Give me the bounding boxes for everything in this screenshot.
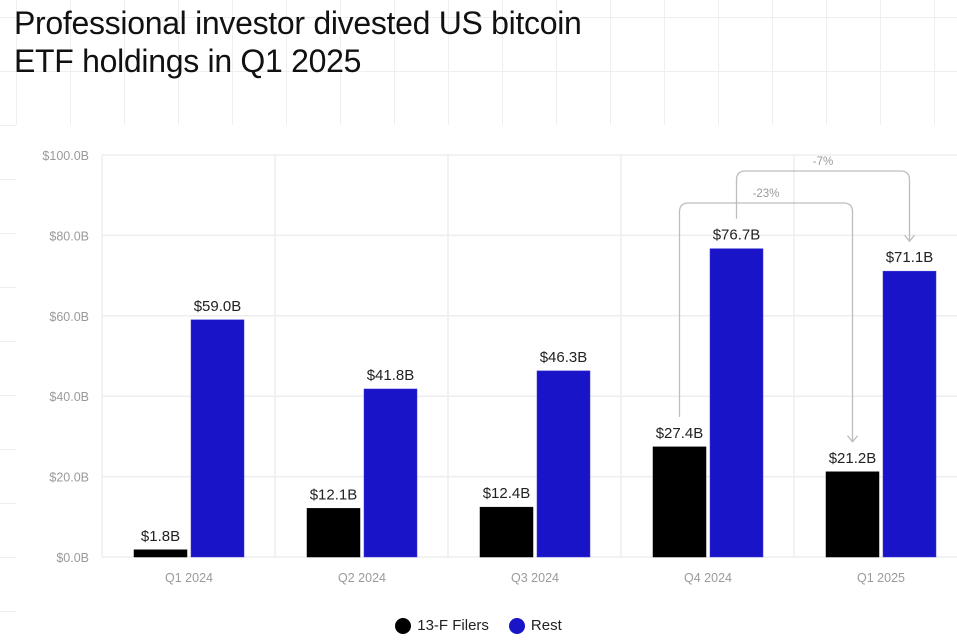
- bar-13f-filers: [479, 506, 534, 558]
- legend-item-13f-filers[interactable]: 13-F Filers: [395, 617, 489, 634]
- data-label: $41.8B: [367, 367, 415, 384]
- y-tick-label: $100.0B: [42, 149, 89, 163]
- legend-swatch-13f-filers: [395, 617, 412, 634]
- grid-lines: [101, 154, 957, 558]
- y-axis: $0.0B $20.0B $40.0B $60.0B $80.0B $100.0B: [42, 149, 89, 565]
- x-tick-label: Q4 2024: [684, 571, 732, 585]
- data-labels: $1.8B $12.1B $12.4B $27.4B $21.2B $59.0B $41.8…: [141, 227, 933, 545]
- bars: [133, 248, 937, 558]
- data-label: $71.1B: [886, 249, 934, 266]
- bar-rest: [882, 270, 937, 558]
- legend: 13-F Filers Rest: [0, 617, 957, 634]
- data-label: $76.7B: [713, 227, 761, 244]
- x-axis: Q1 2024 Q2 2024 Q3 2024 Q4 2024 Q1 2025: [165, 571, 905, 585]
- bar-13f-filers: [652, 446, 707, 558]
- bar-rest: [363, 388, 418, 558]
- data-label: $12.1B: [310, 486, 358, 503]
- y-tick-label: $40.0B: [49, 390, 89, 404]
- annotation-rest-line: [735, 170, 911, 242]
- legend-item-rest[interactable]: Rest: [508, 617, 562, 634]
- annotation-filers-arrowhead-icon: [847, 435, 858, 443]
- bar-13f-filers: [133, 549, 188, 558]
- chart-title-line-2: ETF holdings in Q1 2025: [14, 43, 362, 79]
- y-tick-label: $60.0B: [49, 310, 89, 324]
- bar-13f-filers: [306, 508, 361, 558]
- legend-label: Rest: [530, 617, 562, 634]
- annotation-filers-line: [678, 202, 854, 442]
- x-tick-label: Q2 2024: [338, 571, 386, 585]
- bar-rest: [709, 248, 764, 558]
- annotation-filers-label: -23%: [753, 188, 780, 200]
- annotation-rest-label: -7%: [813, 156, 833, 168]
- data-label: $59.0B: [194, 298, 242, 315]
- y-tick-label: $0.0B: [56, 551, 89, 565]
- data-label: $21.2B: [829, 450, 877, 467]
- legend-label: 13-F Filers: [417, 617, 489, 634]
- data-label: $12.4B: [483, 485, 531, 502]
- bar-rest: [190, 319, 245, 558]
- chart-title-line-1: Professional investor divested US bitcoi…: [14, 5, 582, 41]
- x-tick-label: Q1 2024: [165, 571, 213, 585]
- y-tick-label: $20.0B: [49, 471, 89, 485]
- change-annotations: -23% -7%: [678, 156, 915, 443]
- data-label: $27.4B: [656, 425, 704, 442]
- legend-swatch-rest: [508, 617, 525, 634]
- data-label: $46.3B: [540, 349, 588, 366]
- x-tick-label: Q3 2024: [511, 571, 559, 585]
- bar-rest: [536, 370, 591, 558]
- chart-title: Professional investor divested US bitcoi…: [14, 4, 714, 80]
- bar-13f-filers: [825, 471, 880, 558]
- annotation-rest-arrowhead-icon: [904, 234, 915, 243]
- x-tick-label: Q1 2025: [857, 571, 905, 585]
- data-label: $1.8B: [141, 528, 180, 545]
- y-tick-label: $80.0B: [49, 229, 89, 243]
